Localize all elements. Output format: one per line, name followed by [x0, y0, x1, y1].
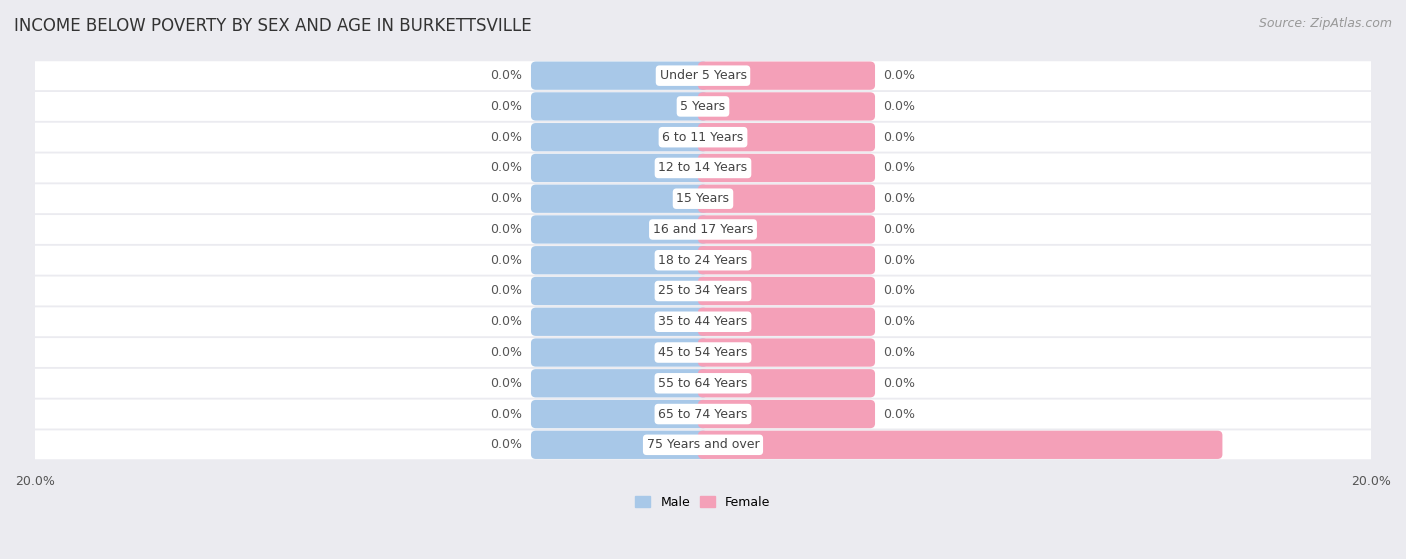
Text: 0.0%: 0.0% — [491, 254, 523, 267]
FancyBboxPatch shape — [35, 154, 1371, 182]
FancyBboxPatch shape — [35, 338, 1371, 367]
FancyBboxPatch shape — [531, 307, 709, 336]
FancyBboxPatch shape — [697, 61, 875, 90]
Text: 5 Years: 5 Years — [681, 100, 725, 113]
FancyBboxPatch shape — [697, 246, 875, 274]
Text: 16 and 17 Years: 16 and 17 Years — [652, 223, 754, 236]
Text: 0.0%: 0.0% — [491, 69, 523, 82]
FancyBboxPatch shape — [35, 246, 1371, 274]
FancyBboxPatch shape — [531, 246, 709, 274]
FancyBboxPatch shape — [531, 154, 709, 182]
Text: 15.4%: 15.4% — [1230, 438, 1274, 451]
FancyBboxPatch shape — [531, 215, 709, 244]
Text: 0.0%: 0.0% — [491, 438, 523, 451]
Text: 55 to 64 Years: 55 to 64 Years — [658, 377, 748, 390]
FancyBboxPatch shape — [531, 277, 709, 305]
Text: 0.0%: 0.0% — [491, 223, 523, 236]
Text: 0.0%: 0.0% — [883, 100, 915, 113]
FancyBboxPatch shape — [531, 400, 709, 428]
FancyBboxPatch shape — [697, 154, 875, 182]
Text: 15 Years: 15 Years — [676, 192, 730, 205]
Text: 0.0%: 0.0% — [883, 377, 915, 390]
FancyBboxPatch shape — [35, 184, 1371, 213]
FancyBboxPatch shape — [697, 92, 875, 121]
Text: 0.0%: 0.0% — [491, 346, 523, 359]
FancyBboxPatch shape — [531, 338, 709, 367]
FancyBboxPatch shape — [35, 215, 1371, 244]
FancyBboxPatch shape — [35, 430, 1371, 459]
Text: 0.0%: 0.0% — [883, 69, 915, 82]
Text: 12 to 14 Years: 12 to 14 Years — [658, 162, 748, 174]
FancyBboxPatch shape — [697, 307, 875, 336]
FancyBboxPatch shape — [697, 400, 875, 428]
Text: 0.0%: 0.0% — [883, 254, 915, 267]
Text: 0.0%: 0.0% — [883, 346, 915, 359]
FancyBboxPatch shape — [697, 430, 1222, 459]
FancyBboxPatch shape — [35, 307, 1371, 336]
Text: 0.0%: 0.0% — [883, 285, 915, 297]
Text: 0.0%: 0.0% — [491, 408, 523, 420]
FancyBboxPatch shape — [697, 277, 875, 305]
Text: 0.0%: 0.0% — [883, 315, 915, 328]
FancyBboxPatch shape — [531, 61, 709, 90]
Text: 0.0%: 0.0% — [883, 223, 915, 236]
FancyBboxPatch shape — [531, 123, 709, 151]
FancyBboxPatch shape — [35, 92, 1371, 121]
FancyBboxPatch shape — [697, 338, 875, 367]
Text: 0.0%: 0.0% — [883, 131, 915, 144]
Text: 0.0%: 0.0% — [491, 100, 523, 113]
FancyBboxPatch shape — [531, 430, 709, 459]
FancyBboxPatch shape — [35, 400, 1371, 429]
Text: 0.0%: 0.0% — [491, 162, 523, 174]
FancyBboxPatch shape — [35, 277, 1371, 305]
Text: 6 to 11 Years: 6 to 11 Years — [662, 131, 744, 144]
Text: 18 to 24 Years: 18 to 24 Years — [658, 254, 748, 267]
Text: 25 to 34 Years: 25 to 34 Years — [658, 285, 748, 297]
FancyBboxPatch shape — [531, 92, 709, 121]
Text: 0.0%: 0.0% — [491, 131, 523, 144]
Text: INCOME BELOW POVERTY BY SEX AND AGE IN BURKETTSVILLE: INCOME BELOW POVERTY BY SEX AND AGE IN B… — [14, 17, 531, 35]
Text: Under 5 Years: Under 5 Years — [659, 69, 747, 82]
FancyBboxPatch shape — [697, 123, 875, 151]
FancyBboxPatch shape — [35, 123, 1371, 151]
Text: 0.0%: 0.0% — [883, 192, 915, 205]
FancyBboxPatch shape — [697, 369, 875, 397]
FancyBboxPatch shape — [697, 215, 875, 244]
Text: 0.0%: 0.0% — [883, 408, 915, 420]
Text: 0.0%: 0.0% — [491, 285, 523, 297]
Text: 0.0%: 0.0% — [883, 162, 915, 174]
Legend: Male, Female: Male, Female — [630, 491, 776, 514]
Text: 65 to 74 Years: 65 to 74 Years — [658, 408, 748, 420]
Text: 0.0%: 0.0% — [491, 192, 523, 205]
FancyBboxPatch shape — [35, 369, 1371, 398]
Text: 35 to 44 Years: 35 to 44 Years — [658, 315, 748, 328]
Text: Source: ZipAtlas.com: Source: ZipAtlas.com — [1258, 17, 1392, 30]
Text: 45 to 54 Years: 45 to 54 Years — [658, 346, 748, 359]
FancyBboxPatch shape — [35, 61, 1371, 90]
Text: 0.0%: 0.0% — [491, 377, 523, 390]
FancyBboxPatch shape — [697, 184, 875, 213]
Text: 75 Years and over: 75 Years and over — [647, 438, 759, 451]
FancyBboxPatch shape — [531, 184, 709, 213]
FancyBboxPatch shape — [531, 369, 709, 397]
Text: 0.0%: 0.0% — [491, 315, 523, 328]
